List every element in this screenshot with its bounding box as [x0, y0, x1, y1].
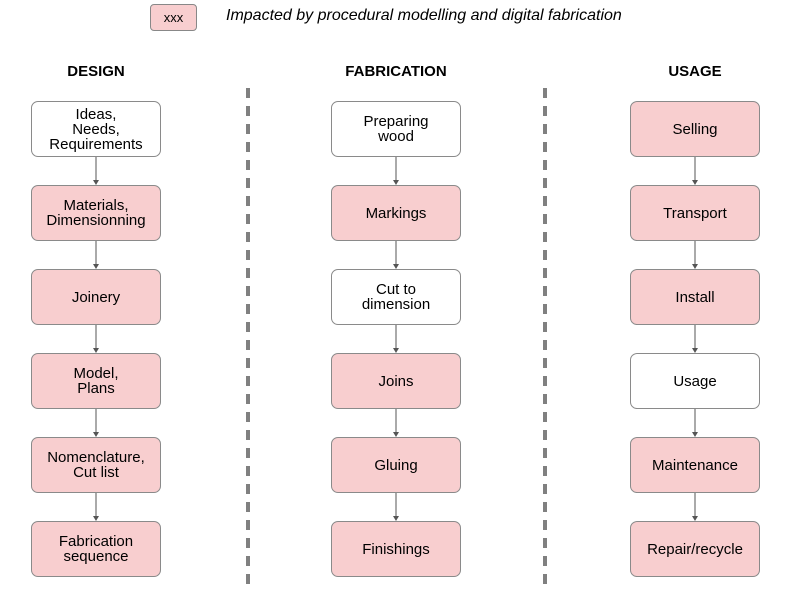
step-box-fabrication-sequence: Fabrication sequence [31, 521, 161, 577]
step-box-transport: Transport [630, 185, 760, 241]
legend-sample-text: xxx [163, 10, 184, 25]
arrow-head-icon [692, 516, 698, 521]
arrow-head-icon [692, 180, 698, 185]
arrow-head-icon [393, 348, 399, 353]
arrow-head-icon [93, 264, 99, 269]
arrow-head-icon [692, 264, 698, 269]
step-box-install: Install [630, 269, 760, 325]
arrow-head-icon [692, 432, 698, 437]
arrow-head-icon [93, 432, 99, 437]
legend-swatch: xxx [150, 4, 197, 31]
arrow-head-icon [393, 264, 399, 269]
step-box-maintenance: Maintenance [630, 437, 760, 493]
arrow-head-icon [393, 516, 399, 521]
column-title-fabrication: FABRICATION [345, 63, 447, 80]
step-box-joinery: Joinery [31, 269, 161, 325]
arrow-head-icon [93, 348, 99, 353]
arrow-head-icon [93, 180, 99, 185]
step-box-repair-recycle: Repair/recycle [630, 521, 760, 577]
arrow-head-icon [393, 180, 399, 185]
arrow-head-icon [393, 432, 399, 437]
legend-description: Impacted by procedural modelling and dig… [226, 7, 622, 24]
column-title-usage: USAGE [668, 63, 722, 80]
step-box-preparing-wood: Preparing wood [331, 101, 461, 157]
arrow-head-icon [93, 516, 99, 521]
column-title-design: DESIGN [67, 63, 125, 80]
step-box-gluing: Gluing [331, 437, 461, 493]
step-box-materials-dimensionning: Materials, Dimensionning [31, 185, 161, 241]
step-box-joins: Joins [331, 353, 461, 409]
step-box-cut-to-dimension: Cut to dimension [331, 269, 461, 325]
step-box-markings: Markings [331, 185, 461, 241]
step-box-usage: Usage [630, 353, 760, 409]
step-box-nomenclature-cut-list: Nomenclature, Cut list [31, 437, 161, 493]
step-box-selling: Selling [630, 101, 760, 157]
arrow-head-icon [692, 348, 698, 353]
step-box-model-plans: Model, Plans [31, 353, 161, 409]
step-box-ideas-needs-requirements: Ideas, Needs, Requirements [31, 101, 161, 157]
step-box-finishings: Finishings [331, 521, 461, 577]
